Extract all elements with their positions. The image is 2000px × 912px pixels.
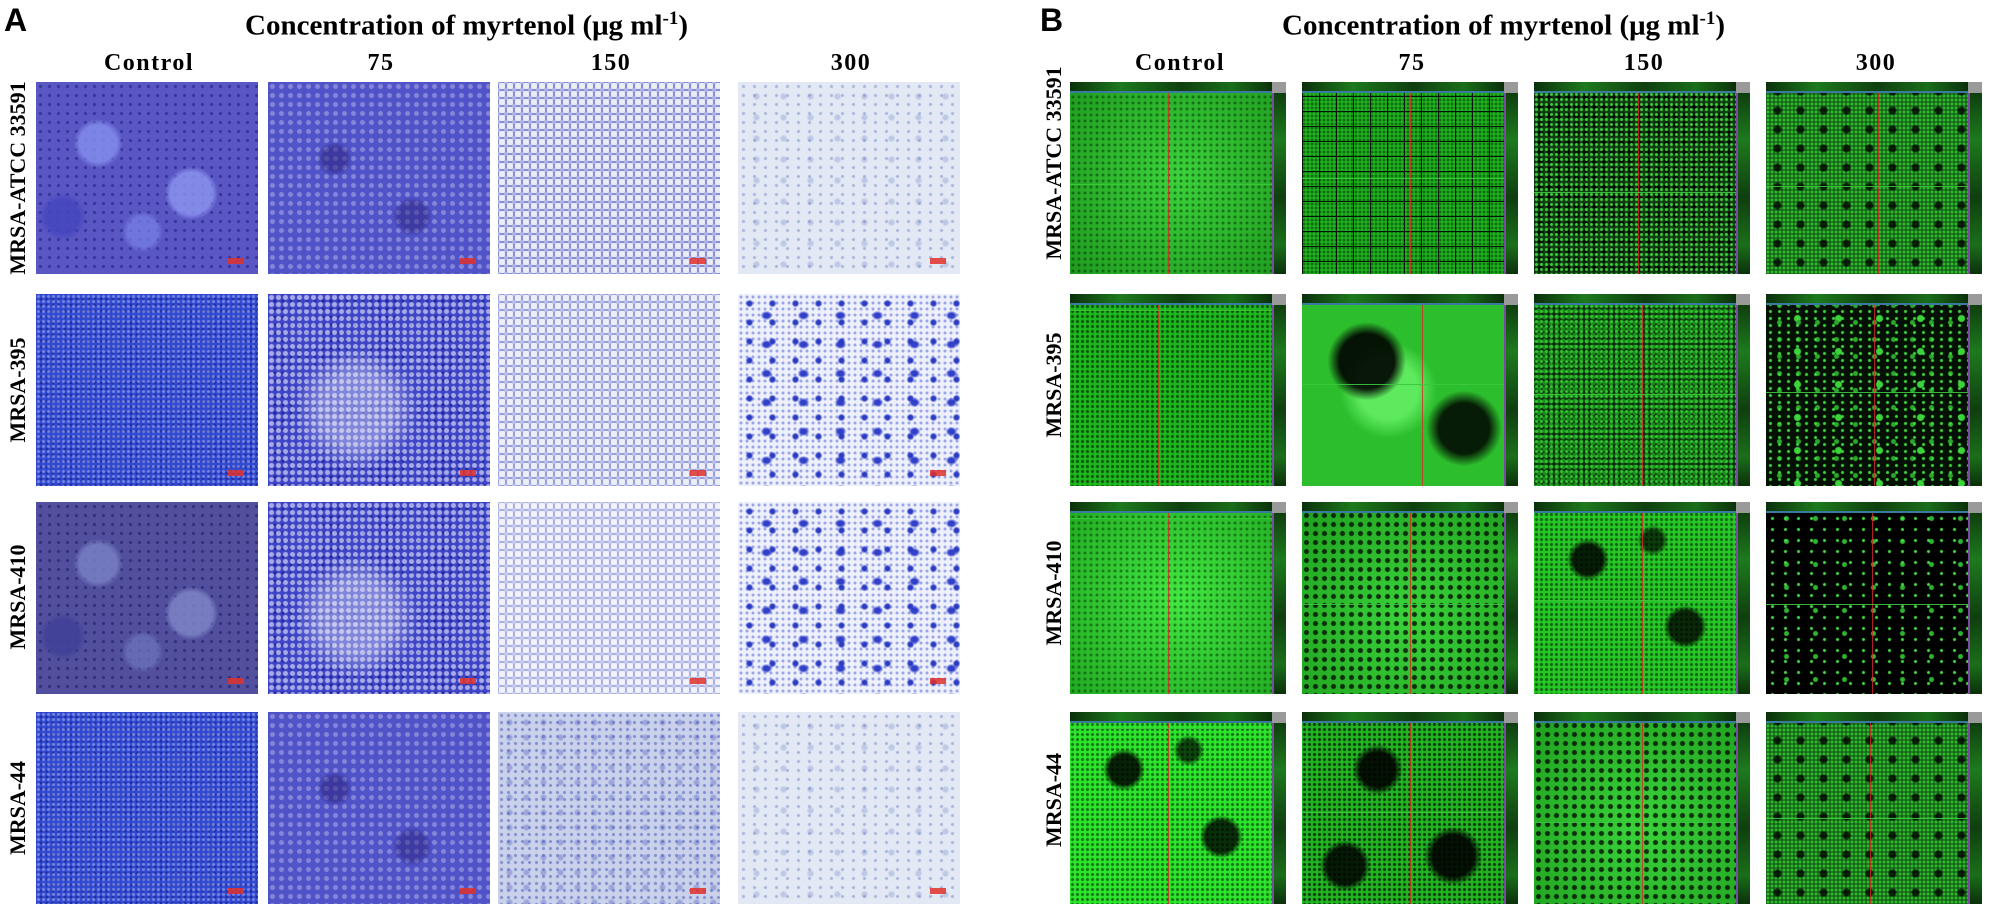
panel-a-image-atcc33591-300 <box>738 82 960 274</box>
scale-bar <box>690 678 706 684</box>
scale-bar <box>930 470 946 476</box>
panel-b-image-44-150 <box>1534 712 1750 904</box>
panel-b-image-395-75 <box>1302 294 1518 486</box>
panel-b-image-410-control <box>1070 502 1286 694</box>
panel-a-image-410-control <box>36 502 258 694</box>
panel-a-image-44-control <box>36 712 258 904</box>
panel-a-image-44-150 <box>498 712 720 904</box>
panel-b-col-control: Control <box>1134 50 1226 76</box>
panel-b-image-410-150 <box>1534 502 1750 694</box>
scale-bar <box>228 258 244 264</box>
panel-a-light-microscopy: A Concentration of myrtenol (μg ml-1) Co… <box>4 2 960 904</box>
panel-a-col-75: 75 <box>367 50 395 76</box>
panel-b-title-text: Concentration of myrtenol (μg ml <box>1282 9 1700 42</box>
scale-bar <box>930 888 946 894</box>
panel-a-title-exponent: -1 <box>662 8 679 29</box>
panel-a-letter: A <box>4 2 28 38</box>
panel-a-image-410-75 <box>268 502 490 694</box>
panel-b-title-close: ) <box>1715 9 1726 42</box>
panel-b-confocal-microscopy: B Concentration of myrtenol (μg ml-1) Co… <box>1040 0 2000 912</box>
panel-a-col-300: 300 <box>830 50 872 76</box>
scale-bar <box>690 888 706 894</box>
panel-b-image-395-300 <box>1766 294 1982 486</box>
panel-a-image-44-75 <box>268 712 490 904</box>
panel-a-title-text: Concentration of myrtenol (μg ml <box>245 9 663 42</box>
panel-b-image-410-75 <box>1302 502 1518 694</box>
scale-bar <box>690 470 706 476</box>
panel-a-col-control: Control <box>103 50 195 76</box>
scale-bar <box>460 258 476 264</box>
scale-bar <box>228 678 244 684</box>
scale-bar <box>930 258 946 264</box>
panel-b-col-75: 75 <box>1398 50 1426 76</box>
panel-a-image-410-150 <box>498 502 720 694</box>
panel-b-col-150: 150 <box>1623 50 1665 76</box>
panel-b-image-atcc33591-300 <box>1766 82 1982 274</box>
panel-b-image-395-150 <box>1534 294 1750 486</box>
scale-bar <box>228 888 244 894</box>
panel-b-image-410-300 <box>1766 502 1982 694</box>
scale-bar <box>228 470 244 476</box>
panel-b-image-44-300 <box>1766 712 1982 904</box>
panel-b-letter: B <box>1040 2 1064 38</box>
scale-bar <box>460 678 476 684</box>
panel-b-image-atcc33591-75 <box>1302 82 1518 274</box>
panel-a-col-150: 150 <box>590 50 632 76</box>
panel-a-image-395-300 <box>738 294 960 486</box>
panel-b-col-300: 300 <box>1855 50 1897 76</box>
panel-a-image-395-150 <box>498 294 720 486</box>
panel-a-image-atcc33591-150 <box>498 82 720 274</box>
panel-b-image-atcc33591-150 <box>1534 82 1750 274</box>
panel-b-title: Concentration of myrtenol (μg ml-1) <box>1282 8 1725 43</box>
panel-a-image-atcc33591-75 <box>268 82 490 274</box>
panel-b-title-exponent: -1 <box>1699 8 1716 29</box>
panel-b-image-395-control <box>1070 294 1286 486</box>
scale-bar <box>930 678 946 684</box>
scale-bar <box>460 888 476 894</box>
panel-a-image-44-300 <box>738 712 960 904</box>
panel-a-title: Concentration of myrtenol (μg ml-1) <box>245 8 688 43</box>
panel-b-image-44-75 <box>1302 712 1518 904</box>
panel-a-title-close: ) <box>678 9 689 42</box>
panel-a-image-395-75 <box>268 294 490 486</box>
panel-a-image-395-control <box>36 294 258 486</box>
panel-b-image-44-control <box>1070 712 1286 904</box>
panel-a-image-410-300 <box>738 502 960 694</box>
scale-bar <box>460 470 476 476</box>
panel-a-image-atcc33591-control <box>36 82 258 274</box>
scale-bar <box>690 258 706 264</box>
panel-b-image-atcc33591-control <box>1070 82 1286 274</box>
